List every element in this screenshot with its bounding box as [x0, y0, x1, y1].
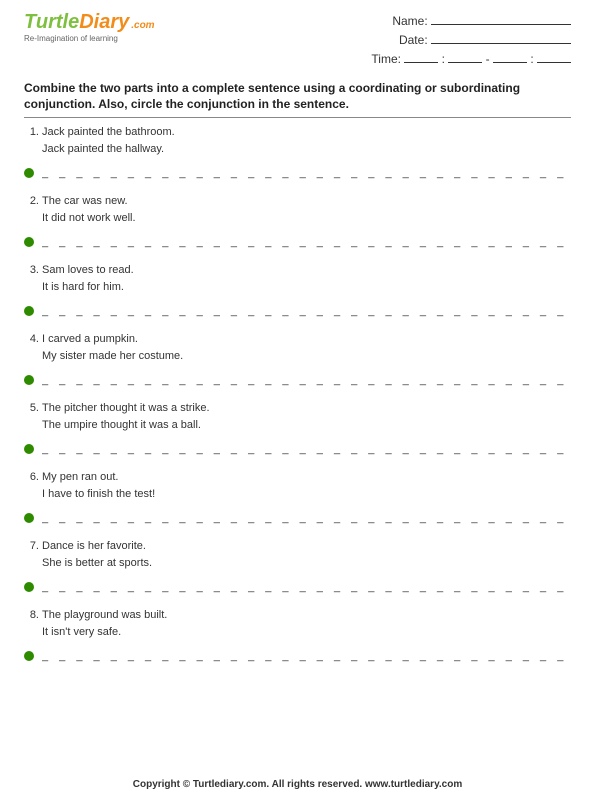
answer-line[interactable]: _ _ _ _ _ _ _ _ _ _ _ _ _ _ _ _ _ _ _ _ …	[42, 443, 571, 455]
question-number: 3.	[23, 262, 39, 279]
question-5: 5.The pitcher thought it was a strike. T…	[24, 400, 571, 455]
question-line2: She is better at sports.	[24, 555, 571, 572]
bullet-icon	[24, 513, 34, 523]
time-field-2[interactable]	[448, 53, 482, 64]
answer-row: _ _ _ _ _ _ _ _ _ _ _ _ _ _ _ _ _ _ _ _ …	[24, 650, 571, 662]
date-label: Date:	[399, 33, 428, 47]
answer-line[interactable]: _ _ _ _ _ _ _ _ _ _ _ _ _ _ _ _ _ _ _ _ …	[42, 305, 571, 317]
question-number: 4.	[23, 331, 39, 348]
question-1: 1.Jack painted the bathroom. Jack painte…	[24, 124, 571, 179]
student-info: Name: Date: Time: : - :	[371, 12, 571, 70]
question-line1: 4.I carved a pumpkin.	[24, 331, 571, 348]
name-label: Name:	[392, 14, 427, 28]
date-line: Date:	[371, 31, 571, 50]
answer-line[interactable]: _ _ _ _ _ _ _ _ _ _ _ _ _ _ _ _ _ _ _ _ …	[42, 650, 571, 662]
question-3: 3.Sam loves to read. It is hard for him.…	[24, 262, 571, 317]
question-line1: 6.My pen ran out.	[24, 469, 571, 486]
logo-word-turtle: Turtle	[24, 11, 79, 33]
question-line1: 3.Sam loves to read.	[24, 262, 571, 279]
bullet-icon	[24, 375, 34, 385]
answer-line[interactable]: _ _ _ _ _ _ _ _ _ _ _ _ _ _ _ _ _ _ _ _ …	[42, 167, 571, 179]
time-label: Time:	[371, 52, 401, 66]
question-number: 5.	[23, 400, 39, 417]
logo-word-diary: Diary	[79, 11, 129, 33]
question-number: 6.	[23, 469, 39, 486]
question-line1: 8.The playground was built.	[24, 607, 571, 624]
answer-line[interactable]: _ _ _ _ _ _ _ _ _ _ _ _ _ _ _ _ _ _ _ _ …	[42, 512, 571, 524]
question-8: 8.The playground was built. It isn't ver…	[24, 607, 571, 662]
bullet-icon	[24, 237, 34, 247]
bullet-icon	[24, 306, 34, 316]
instructions: Combine the two parts into a complete se…	[24, 80, 571, 114]
question-line2: It is hard for him.	[24, 279, 571, 296]
question-line2: Jack painted the hallway.	[24, 141, 571, 158]
answer-row: _ _ _ _ _ _ _ _ _ _ _ _ _ _ _ _ _ _ _ _ …	[24, 443, 571, 455]
question-line2: It isn't very safe.	[24, 624, 571, 641]
bullet-icon	[24, 444, 34, 454]
answer-line[interactable]: _ _ _ _ _ _ _ _ _ _ _ _ _ _ _ _ _ _ _ _ …	[42, 236, 571, 248]
question-line2: It did not work well.	[24, 210, 571, 227]
question-line1: 7.Dance is her favorite.	[24, 538, 571, 555]
question-line2: The umpire thought it was a ball.	[24, 417, 571, 434]
answer-row: _ _ _ _ _ _ _ _ _ _ _ _ _ _ _ _ _ _ _ _ …	[24, 581, 571, 593]
bullet-icon	[24, 168, 34, 178]
logo-tagline: Re-Imagination of learning	[24, 34, 155, 43]
answer-row: _ _ _ _ _ _ _ _ _ _ _ _ _ _ _ _ _ _ _ _ …	[24, 374, 571, 386]
question-4: 4.I carved a pumpkin. My sister made her…	[24, 331, 571, 386]
name-line: Name:	[371, 12, 571, 31]
bullet-icon	[24, 582, 34, 592]
time-field-1[interactable]	[404, 53, 438, 64]
question-2: 2.The car was new. It did not work well.…	[24, 193, 571, 248]
answer-line[interactable]: _ _ _ _ _ _ _ _ _ _ _ _ _ _ _ _ _ _ _ _ …	[42, 374, 571, 386]
time-field-3[interactable]	[493, 53, 527, 64]
questions-list: 1.Jack painted the bathroom. Jack painte…	[24, 124, 571, 662]
answer-line[interactable]: _ _ _ _ _ _ _ _ _ _ _ _ _ _ _ _ _ _ _ _ …	[42, 581, 571, 593]
logo: TurtleDiary.com Re-Imagination of learni…	[24, 12, 155, 43]
question-7: 7.Dance is her favorite. She is better a…	[24, 538, 571, 593]
question-number: 1.	[23, 124, 39, 141]
answer-row: _ _ _ _ _ _ _ _ _ _ _ _ _ _ _ _ _ _ _ _ …	[24, 512, 571, 524]
answer-row: _ _ _ _ _ _ _ _ _ _ _ _ _ _ _ _ _ _ _ _ …	[24, 167, 571, 179]
question-line1: 5.The pitcher thought it was a strike.	[24, 400, 571, 417]
question-line1: 2.The car was new.	[24, 193, 571, 210]
question-6: 6.My pen ran out. I have to finish the t…	[24, 469, 571, 524]
question-number: 7.	[23, 538, 39, 555]
answer-row: _ _ _ _ _ _ _ _ _ _ _ _ _ _ _ _ _ _ _ _ …	[24, 305, 571, 317]
name-field[interactable]	[431, 14, 571, 25]
time-field-4[interactable]	[537, 53, 571, 64]
question-number: 8.	[23, 607, 39, 624]
answer-row: _ _ _ _ _ _ _ _ _ _ _ _ _ _ _ _ _ _ _ _ …	[24, 236, 571, 248]
divider	[24, 117, 571, 118]
question-line2: My sister made her costume.	[24, 348, 571, 365]
question-number: 2.	[23, 193, 39, 210]
worksheet-header: TurtleDiary.com Re-Imagination of learni…	[24, 12, 571, 70]
footer-copyright: Copyright © Turtlediary.com. All rights …	[0, 779, 595, 790]
bullet-icon	[24, 651, 34, 661]
time-line: Time: : - :	[371, 50, 571, 69]
question-line2: I have to finish the test!	[24, 486, 571, 503]
logo-text: TurtleDiary.com	[24, 12, 155, 32]
date-field[interactable]	[431, 33, 571, 44]
question-line1: 1.Jack painted the bathroom.	[24, 124, 571, 141]
logo-suffix: .com	[131, 20, 154, 31]
